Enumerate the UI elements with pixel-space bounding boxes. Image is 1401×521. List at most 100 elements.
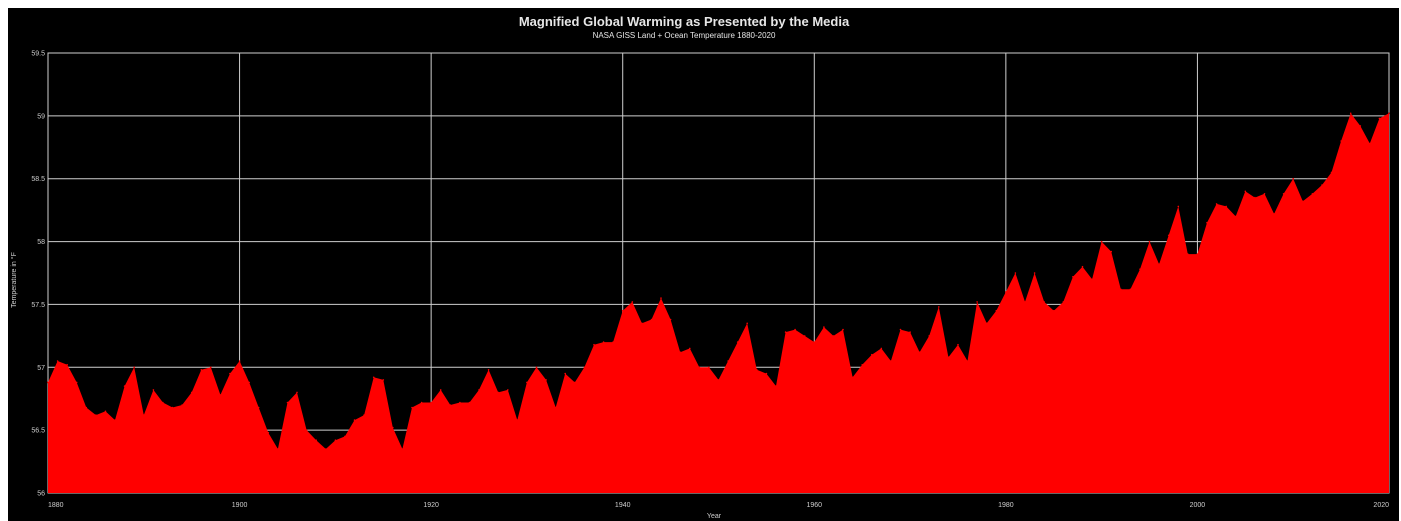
data-point <box>1005 291 1007 293</box>
data-point <box>478 389 480 391</box>
data-point <box>899 328 902 331</box>
y-tick-label: 58.5 <box>31 176 45 183</box>
data-point <box>516 419 519 421</box>
data-point <box>545 379 547 381</box>
data-point <box>200 369 203 371</box>
data-point <box>631 301 634 303</box>
data-point <box>803 335 806 337</box>
data-point <box>459 401 461 404</box>
data-point <box>1292 177 1294 180</box>
data-point <box>976 301 978 303</box>
data-point <box>1129 288 1132 291</box>
data-point <box>430 401 432 404</box>
data-point <box>56 360 59 362</box>
data-point <box>1244 190 1247 193</box>
x-tick-label: 2000 <box>1190 502 1206 509</box>
data-point <box>583 366 586 369</box>
data-point <box>411 406 413 409</box>
data-point <box>650 318 653 321</box>
data-point <box>602 341 605 343</box>
data-point <box>1340 140 1342 142</box>
data-point <box>1062 301 1065 303</box>
data-point <box>1091 278 1093 281</box>
data-point <box>947 356 950 359</box>
data-point <box>1321 184 1323 186</box>
data-point <box>1120 288 1122 291</box>
x-tick-label: 1880 <box>48 502 64 509</box>
data-point <box>985 322 988 325</box>
data-point <box>1263 193 1266 195</box>
data-point <box>392 426 394 429</box>
data-point <box>190 391 193 394</box>
data-point <box>1215 203 1218 205</box>
data-point <box>162 401 164 404</box>
x-tick-label: 1960 <box>806 502 822 509</box>
data-point <box>727 360 729 362</box>
data-point <box>1378 117 1381 120</box>
data-point <box>756 369 758 371</box>
y-tick-label: 59 <box>37 113 45 120</box>
data-point <box>238 360 241 362</box>
data-point <box>708 366 710 369</box>
data-point <box>75 381 78 384</box>
data-point <box>305 429 308 431</box>
data-point <box>842 328 844 331</box>
data-point <box>1100 240 1103 243</box>
data-point <box>507 389 509 391</box>
data-point <box>1225 205 1227 208</box>
data-point <box>344 435 346 438</box>
data-point <box>526 381 528 384</box>
data-point <box>257 406 260 409</box>
x-tick-label: 1900 <box>232 502 248 509</box>
data-point <box>928 335 930 337</box>
data-point <box>1254 196 1256 199</box>
data-point <box>698 366 701 369</box>
data-point <box>593 343 595 346</box>
data-point <box>47 381 49 384</box>
x-tick-label: 2020 <box>1373 502 1389 509</box>
data-point <box>966 360 969 362</box>
data-point <box>296 391 298 394</box>
data-point <box>325 448 327 450</box>
data-point <box>1349 112 1352 115</box>
data-point <box>372 376 375 379</box>
y-tick-label: 56 <box>37 491 45 498</box>
data-point <box>554 406 557 409</box>
data-point <box>1033 272 1036 274</box>
data-point <box>832 335 835 337</box>
data-point <box>641 322 643 325</box>
y-tick-label: 57.5 <box>31 302 45 309</box>
chart-subtitle: NASA GISS Land + Ocean Temperature 1880-… <box>593 31 776 40</box>
data-point <box>229 372 231 375</box>
data-point <box>181 404 183 406</box>
data-point <box>1177 205 1180 208</box>
y-axis-label: Temperature in °F <box>10 252 18 308</box>
data-point <box>995 309 998 312</box>
data-point <box>277 448 279 450</box>
data-point <box>1206 221 1208 224</box>
data-point <box>717 379 720 381</box>
data-point <box>1234 215 1237 218</box>
data-point <box>497 391 500 394</box>
data-point <box>1388 112 1390 115</box>
y-tick-label: 57 <box>37 365 45 372</box>
x-tick-label: 1940 <box>615 502 631 509</box>
data-point <box>1273 213 1275 215</box>
data-point <box>1158 263 1160 265</box>
data-point <box>861 364 863 366</box>
data-point <box>918 351 921 354</box>
data-point <box>1302 200 1304 203</box>
data-point <box>133 366 135 369</box>
data-point <box>152 389 155 391</box>
data-point <box>679 351 681 354</box>
x-tick-label: 1920 <box>423 502 439 509</box>
data-point <box>143 414 145 416</box>
data-point <box>1043 301 1045 303</box>
data-point <box>574 381 576 384</box>
data-point <box>669 318 672 321</box>
x-tick-label: 1980 <box>998 502 1014 509</box>
chart-svg: 56 56.5 57 57.5 58 58.5 59 59.5 1880 1900 1920 1940… <box>10 14 1390 520</box>
data-point <box>210 366 212 369</box>
data-point <box>1311 193 1314 195</box>
data-point <box>746 322 748 325</box>
